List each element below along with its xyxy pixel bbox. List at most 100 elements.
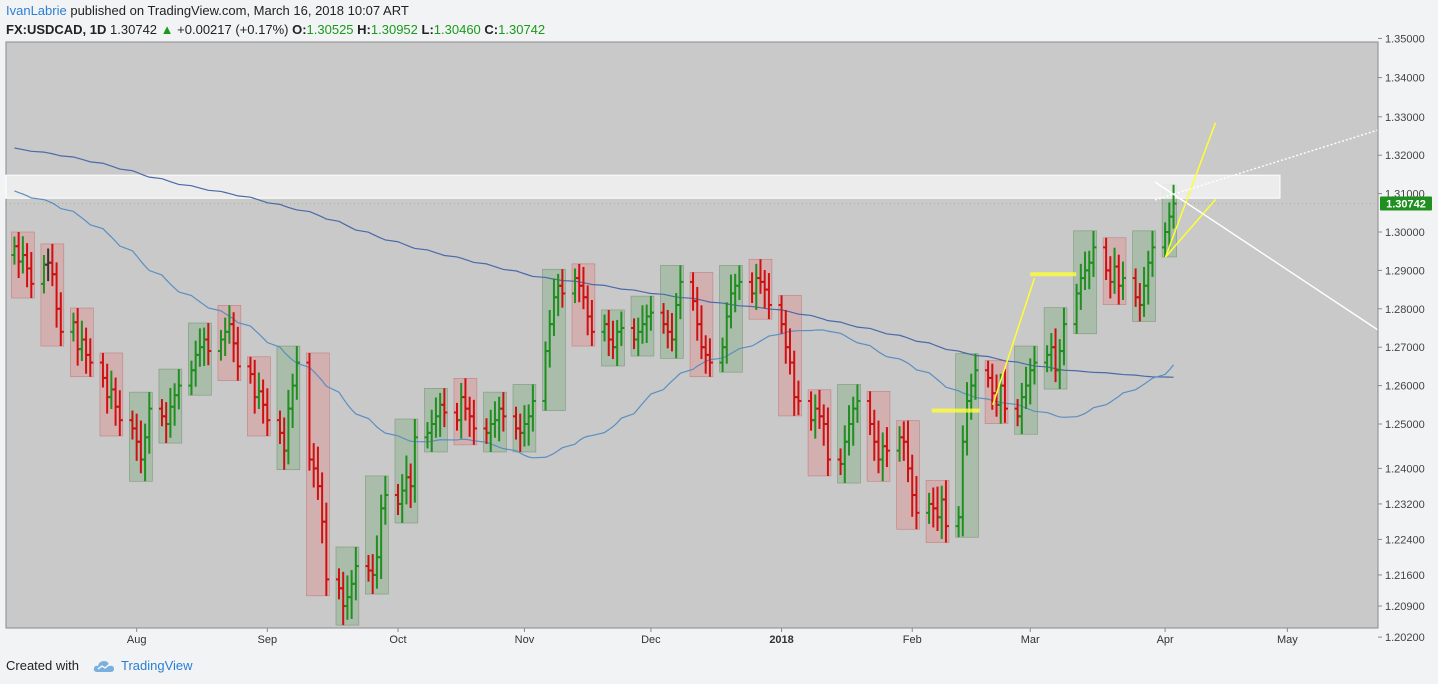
last-close: 1.30742: [110, 22, 158, 37]
tradingview-brand: TradingView: [120, 658, 193, 673]
ohlc-bar[interactable]: [765, 273, 772, 320]
ohlc-bar[interactable]: [1119, 261, 1126, 300]
low-value: 1.30460: [433, 22, 481, 37]
ohlc-bar[interactable]: [1090, 230, 1097, 277]
ohlc-bar[interactable]: [1060, 307, 1067, 366]
y-tick-label: 1.25000: [1385, 419, 1425, 431]
projection-arrow-upper: [1164, 122, 1217, 258]
white-dotted-trend-line: [1154, 129, 1379, 201]
publish-info: IvanLabrie published on TradingView.com,…: [6, 3, 409, 18]
ohlc-bar[interactable]: [913, 475, 920, 530]
up-triangle-icon: ▲: [160, 22, 174, 37]
open-value: 1.30525: [306, 22, 354, 37]
ohlc-bar[interactable]: [234, 326, 241, 381]
y-tick-label: 1.35000: [1385, 33, 1425, 45]
ohlc-bar[interactable]: [706, 338, 713, 377]
x-tick-label: 2018: [769, 634, 793, 646]
white-trend-line: [1154, 181, 1379, 331]
ohlc-bar[interactable]: [116, 390, 123, 436]
symbol-label: FX:USDCAD, 1D: [6, 22, 107, 37]
symbol-info: FX:USDCAD, 1D 1.30742 ▲ +0.00217 (+0.17%…: [6, 22, 545, 37]
ohlc-bar[interactable]: [146, 392, 153, 454]
ohlc-bar[interactable]: [647, 296, 654, 331]
range-boxes: [11, 184, 1177, 626]
ohlc-bar[interactable]: [736, 265, 743, 300]
price-axis: 1.350001.340001.330001.320001.310001.300…: [1378, 33, 1425, 644]
x-tick-label: Aug: [127, 634, 147, 646]
ohlc-bar[interactable]: [500, 392, 507, 432]
ohlc-bar[interactable]: [854, 384, 861, 423]
ohlc-bar[interactable]: [677, 265, 684, 320]
ohlc-bar[interactable]: [618, 311, 625, 347]
trend-drawings: [6, 122, 1379, 413]
ohlc-bar[interactable]: [264, 388, 271, 436]
last-price-tag-bg: [1380, 196, 1432, 211]
highlight-marker-feb: [931, 408, 980, 413]
ohlc-bar[interactable]: [942, 480, 949, 543]
moving-averages: [14, 147, 1175, 459]
ohlc-bar[interactable]: [175, 369, 182, 410]
ohlc-bar[interactable]: [352, 546, 359, 601]
publish-text: published on TradingView.com, March 16, …: [70, 3, 409, 18]
y-tick-label: 1.27000: [1385, 342, 1425, 354]
y-tick-label: 1.23200: [1385, 499, 1425, 511]
ohlc-bar[interactable]: [529, 384, 536, 432]
close-value: 1.30742: [498, 22, 546, 37]
ohlc-bar[interactable]: [1001, 369, 1008, 423]
time-axis: Aug Sep Oct Nov Dec 2018 Feb Mar Apr May: [127, 628, 1298, 646]
footer: Created with TradingView: [6, 658, 193, 673]
resistance-zone: [5, 174, 1281, 199]
ohlc-bar[interactable]: [1031, 346, 1038, 385]
ohlc-bar[interactable]: [795, 380, 802, 416]
fast-moving-average-line: [14, 190, 1175, 459]
slow-moving-average-line: [14, 147, 1174, 378]
ohlc-bar[interactable]: [28, 251, 35, 299]
y-tick-label: 1.34000: [1385, 73, 1425, 85]
ohlc-bar[interactable]: [293, 346, 300, 400]
ohlc-bar[interactable]: [411, 419, 418, 503]
ohlc-bar[interactable]: [441, 388, 448, 428]
x-tick-label: May: [1277, 634, 1298, 646]
tradingview-link[interactable]: TradingView: [85, 658, 193, 673]
y-tick-label: 1.30000: [1385, 227, 1425, 239]
ohlc-bar[interactable]: [883, 427, 890, 468]
open-label: O:: [292, 22, 307, 37]
x-tick-label: Feb: [903, 634, 922, 646]
ohlc-bar[interactable]: [323, 502, 330, 596]
author-link[interactable]: IvanLabrie: [6, 3, 67, 18]
y-tick-label: 1.21600: [1385, 570, 1425, 582]
ohlc-bar[interactable]: [205, 323, 212, 366]
week-range-box: [542, 268, 566, 411]
ohlc-bar[interactable]: [559, 269, 566, 308]
tradingview-cloud-icon: [93, 660, 114, 672]
y-tick-label: 1.33000: [1385, 112, 1425, 124]
created-with-text: Created with: [6, 658, 79, 673]
low-label: L:: [421, 22, 434, 37]
ohlc-bars: [11, 184, 1177, 626]
ohlc-bar[interactable]: [87, 338, 94, 377]
last-price-label: 1.30742: [1386, 199, 1426, 211]
ohlc-bar[interactable]: [588, 299, 595, 347]
ohlc-bar[interactable]: [470, 399, 477, 445]
x-tick-label: Dec: [641, 634, 661, 646]
x-tick-label: Oct: [389, 634, 406, 646]
y-tick-label: 1.32000: [1385, 150, 1425, 162]
high-label: H:: [357, 22, 371, 37]
y-tick-label: 1.28000: [1385, 304, 1425, 316]
projection-arrow-base: [992, 277, 1036, 406]
y-tick-label: 1.24000: [1385, 463, 1425, 475]
y-tick-label: 1.20900: [1385, 601, 1425, 613]
week-range-box: [365, 475, 389, 595]
x-tick-label: Mar: [1021, 634, 1040, 646]
ohlc-bar[interactable]: [824, 407, 831, 476]
ohlc-bar[interactable]: [972, 353, 979, 400]
ohlc-bar[interactable]: [57, 292, 64, 347]
y-tick-label: 1.20200: [1385, 632, 1425, 644]
y-tick-label: 1.22400: [1385, 534, 1425, 546]
ohlc-bar[interactable]: [382, 475, 389, 525]
highlight-marker-mar: [1030, 272, 1077, 277]
projection-arrow-lower: [1164, 198, 1217, 258]
y-tick-label: 1.26000: [1385, 381, 1425, 393]
ohlc-bar[interactable]: [1149, 230, 1156, 277]
